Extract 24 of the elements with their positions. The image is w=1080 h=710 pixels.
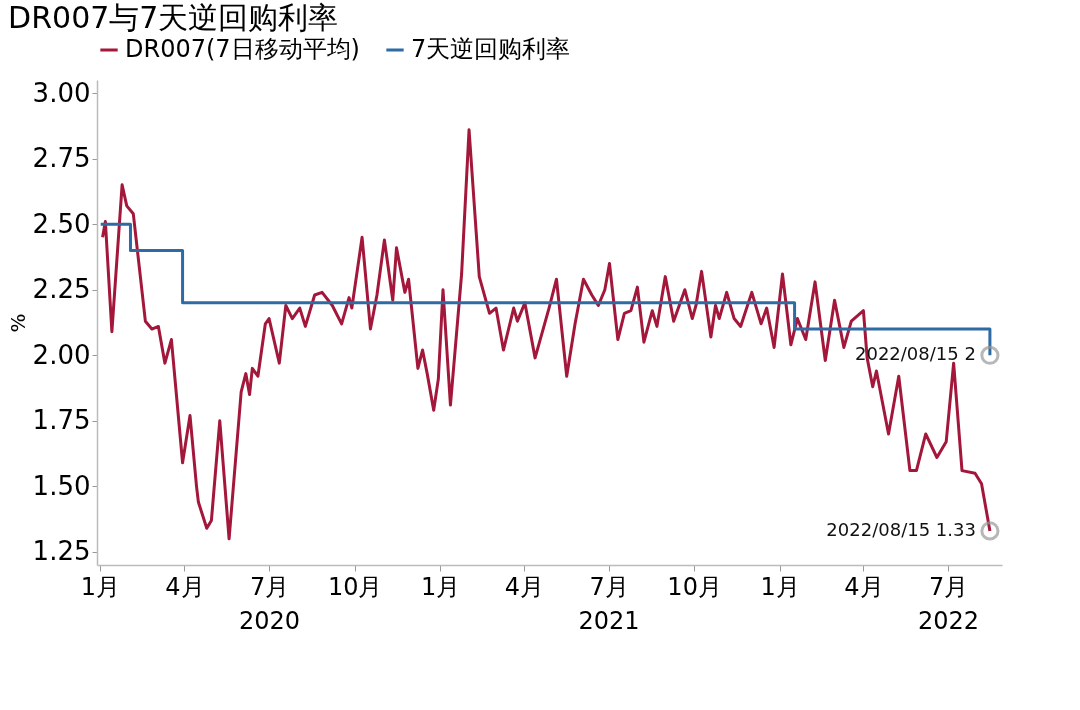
x-tick-label: 10月	[667, 572, 722, 601]
y-tick-label: 2.75	[32, 143, 91, 174]
x-tick-label: 1月	[80, 572, 120, 601]
legend-label: DR007(7日移动平均)	[125, 35, 360, 63]
y-tick-label: 2.50	[32, 208, 91, 239]
x-tick-label: 4月	[844, 572, 884, 601]
y-tick-label: 2.25	[32, 274, 91, 305]
y-tick-label: 2.00	[32, 339, 91, 370]
x-tick-label: 4月	[504, 572, 545, 601]
x-tick-label: 1月	[421, 572, 461, 601]
y-tick-label: 1.50	[32, 470, 91, 501]
legend-label: 7天逆回购利率	[411, 35, 571, 63]
x-tick-label: 10月	[327, 572, 383, 601]
chart-title: DR007与7天逆回购利率	[8, 0, 339, 35]
x-tick-label: 1月	[760, 572, 800, 601]
y-tick-label: 1.25	[32, 536, 91, 567]
y-tick-label: 3.00	[32, 77, 91, 108]
x-tick-label: 4月	[165, 572, 205, 601]
annotation: 2022/08/15 1.33	[826, 518, 976, 540]
y-tick-label: 1.75	[32, 405, 91, 436]
x-tick-label: 7月 2021	[578, 572, 640, 635]
x-tick-label: 7月 2020	[239, 572, 301, 635]
x-tick-label: 7月 2022	[918, 572, 980, 635]
y-axis-title: %	[5, 313, 30, 333]
